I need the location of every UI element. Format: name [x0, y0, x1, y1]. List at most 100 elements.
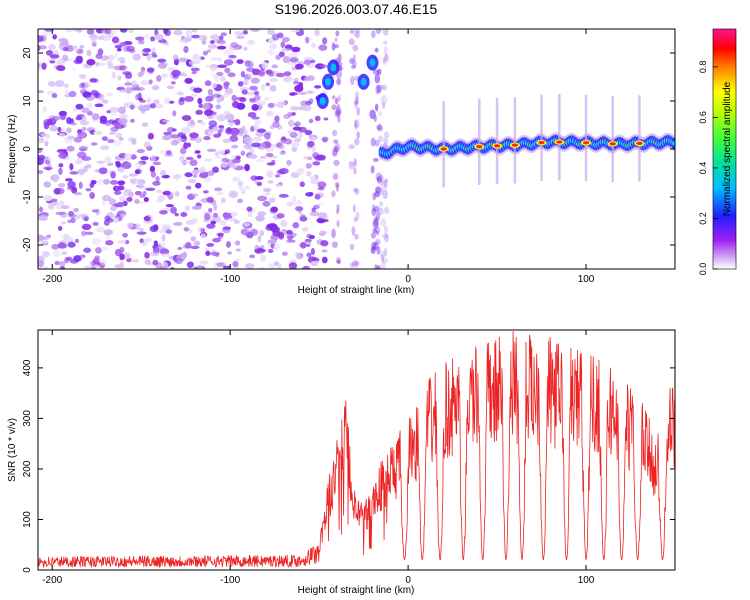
streak-blob: [350, 64, 356, 70]
noise-blob: [291, 112, 296, 116]
noise-blob: [239, 87, 249, 91]
streak-blob: [349, 57, 355, 65]
noise-blob: [126, 196, 133, 202]
noise-blob: [39, 206, 44, 213]
noise-blob: [210, 40, 215, 44]
streak-blob: [380, 218, 387, 227]
noise-blob: [122, 252, 131, 260]
noise-blob: [276, 231, 285, 238]
streak-blob: [378, 174, 384, 183]
noise-blob: [243, 46, 248, 51]
noise-blob: [106, 54, 116, 61]
streak-blob: [382, 258, 389, 264]
noise-blob: [216, 97, 221, 104]
noise-blob: [222, 265, 232, 269]
noise-blob: [197, 227, 204, 233]
streak-blob: [336, 204, 340, 211]
noise-blob: [139, 194, 146, 198]
streak-blob: [374, 103, 379, 112]
noise-blob: [200, 233, 206, 239]
noise-blob: [223, 110, 231, 116]
noise-blob: [74, 238, 80, 244]
streak-blob: [370, 246, 376, 255]
noise-blob: [135, 86, 145, 92]
streak-blob: [377, 179, 385, 186]
snr-background: [38, 330, 675, 570]
noise-blob: [310, 136, 317, 141]
noise-blob: [320, 240, 329, 247]
noise-blob: [213, 114, 220, 119]
colorbar-tick-label: 0.6: [698, 111, 708, 124]
noise-blob: [119, 89, 127, 93]
noise-blob: [268, 197, 276, 203]
noise-blob: [138, 200, 146, 205]
noise-blob: [75, 103, 84, 110]
streak-blob: [376, 68, 382, 76]
streak-blob: [380, 95, 388, 105]
streak-blob: [353, 29, 358, 37]
noise-blob: [66, 127, 72, 134]
noise-blob: [45, 50, 53, 56]
noise-blob: [38, 148, 43, 154]
noise-blob: [161, 135, 172, 141]
streak-blob: [378, 84, 385, 90]
noise-blob: [161, 73, 168, 79]
streak-blob: [374, 73, 381, 84]
streak-blob: [375, 172, 383, 182]
noise-blob: [290, 172, 300, 179]
noise-blob: [162, 190, 172, 196]
snr-ytick-label: 400: [22, 359, 33, 376]
streak-blob: [378, 111, 382, 116]
streak-blob: [380, 250, 385, 260]
noise-blob: [314, 85, 322, 89]
noise-blob: [310, 247, 316, 256]
noise-blob: [183, 142, 189, 149]
noise-blob: [320, 216, 329, 220]
noise-blob: [282, 75, 293, 83]
streak-blob: [372, 228, 377, 234]
noise-blob: [173, 221, 183, 227]
noise-blob: [309, 211, 320, 217]
streak-blob: [331, 228, 336, 239]
noise-blob: [312, 204, 320, 210]
noise-blob: [121, 161, 132, 170]
noise-blob: [269, 43, 277, 50]
streak-blob: [336, 259, 341, 264]
noise-blob: [250, 175, 258, 181]
noise-blob: [173, 174, 182, 179]
noise-blob: [251, 103, 259, 111]
noise-blob: [142, 48, 152, 53]
noise-blob: [243, 222, 251, 227]
noise-blob: [145, 98, 151, 103]
noise-blob: [190, 236, 197, 242]
noise-blob: [304, 238, 312, 243]
noise-blob: [91, 113, 100, 121]
noise-blob: [311, 146, 316, 153]
noise-blob: [227, 72, 236, 78]
noise-blob: [280, 41, 286, 48]
noise-blob: [250, 29, 261, 33]
noise-blob: [265, 152, 274, 157]
noise-blob: [38, 170, 44, 174]
noise-blob: [206, 148, 217, 152]
noise-blob: [220, 32, 227, 37]
streak-blob: [349, 262, 355, 268]
noise-blob: [177, 246, 183, 251]
noise-blob: [137, 179, 146, 185]
noise-blob: [213, 187, 223, 192]
noise-blob: [119, 42, 127, 47]
noise-blob: [102, 99, 109, 104]
noise-blob: [304, 129, 313, 136]
streak-blob: [335, 107, 342, 116]
noise-blob: [91, 89, 96, 94]
noise-blob: [184, 205, 190, 212]
noise-blob: [214, 74, 220, 83]
streak-blob: [382, 189, 388, 200]
streak-blob: [381, 101, 386, 109]
noise-blob: [135, 94, 140, 101]
noise-blob: [257, 235, 262, 243]
noise-blob: [135, 223, 141, 231]
noise-blob: [310, 59, 316, 64]
noise-blob: [149, 225, 159, 233]
